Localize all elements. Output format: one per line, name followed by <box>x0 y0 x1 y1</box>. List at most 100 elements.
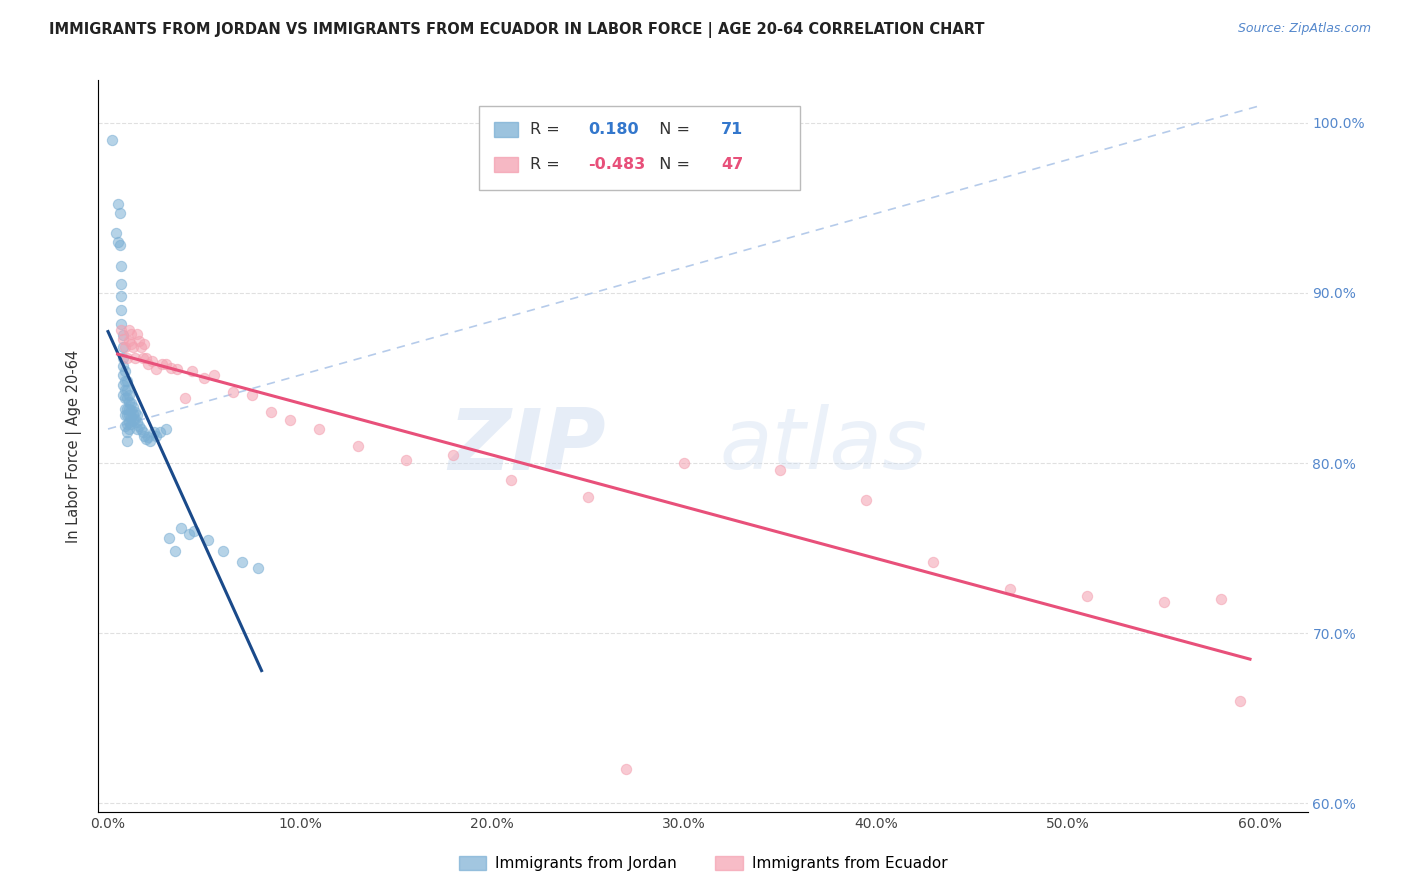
Point <box>160 360 183 375</box>
Point <box>346 439 368 453</box>
Point <box>308 422 330 436</box>
Y-axis label: In Labor Force | Age 20-64: In Labor Force | Age 20-64 <box>66 350 83 542</box>
Point <box>443 448 465 462</box>
Point <box>114 401 136 416</box>
Point <box>240 388 263 402</box>
Text: R =: R = <box>530 157 565 172</box>
Point <box>145 362 167 376</box>
Point <box>118 401 141 416</box>
Point <box>114 418 136 433</box>
Point <box>128 418 150 433</box>
Point <box>112 340 135 354</box>
FancyBboxPatch shape <box>479 106 800 190</box>
Point <box>120 337 142 351</box>
Text: R =: R = <box>530 122 565 136</box>
Point <box>120 417 142 431</box>
Point <box>125 415 148 429</box>
Point <box>122 340 145 354</box>
Point <box>115 425 138 440</box>
Point <box>614 762 637 776</box>
Point <box>122 400 145 414</box>
Point <box>118 388 141 402</box>
Point <box>112 368 135 382</box>
Point <box>124 351 146 365</box>
Point <box>107 197 129 211</box>
Point <box>1153 595 1175 609</box>
Text: Source: ZipAtlas.com: Source: ZipAtlas.com <box>1237 22 1371 36</box>
Point <box>115 392 138 406</box>
Point <box>110 302 132 317</box>
Text: ZIP: ZIP <box>449 404 606 488</box>
Point <box>155 422 177 436</box>
Point <box>122 413 145 427</box>
Point <box>112 377 135 392</box>
Point <box>118 422 141 436</box>
Point <box>114 409 136 423</box>
Legend: Immigrants from Jordan, Immigrants from Ecuador: Immigrants from Jordan, Immigrants from … <box>453 850 953 877</box>
Point <box>115 417 138 431</box>
Text: IMMIGRANTS FROM JORDAN VS IMMIGRANTS FROM ECUADOR IN LABOR FORCE | AGE 20-64 COR: IMMIGRANTS FROM JORDAN VS IMMIGRANTS FRO… <box>49 22 984 38</box>
Point <box>139 434 162 448</box>
Point <box>136 357 159 371</box>
Point <box>125 422 148 436</box>
Point <box>998 582 1021 596</box>
Point <box>104 227 127 241</box>
Point <box>118 323 141 337</box>
Point <box>143 425 166 440</box>
Point <box>181 364 204 378</box>
Point <box>231 555 253 569</box>
Point <box>101 133 124 147</box>
Point <box>107 235 129 249</box>
Point <box>672 456 695 470</box>
Point <box>120 410 142 425</box>
Point <box>212 544 235 558</box>
Point <box>114 383 136 397</box>
Point <box>131 425 153 440</box>
Text: 71: 71 <box>721 122 744 136</box>
Point <box>1076 589 1098 603</box>
Point <box>112 388 135 402</box>
Point <box>118 415 141 429</box>
Point <box>120 403 142 417</box>
Point <box>112 359 135 373</box>
Point <box>165 544 187 558</box>
Point <box>114 340 136 354</box>
Point <box>125 326 148 341</box>
Point <box>150 357 173 371</box>
Text: 47: 47 <box>721 157 744 172</box>
Point <box>112 328 135 343</box>
Text: N =: N = <box>648 157 695 172</box>
Point <box>499 473 522 487</box>
Point <box>114 392 136 406</box>
Point <box>112 351 135 365</box>
Point <box>110 289 132 303</box>
Point <box>110 259 132 273</box>
Point <box>202 368 225 382</box>
Point <box>260 405 283 419</box>
Point <box>141 354 163 368</box>
FancyBboxPatch shape <box>494 122 517 136</box>
Point <box>118 394 141 409</box>
Point <box>145 429 167 443</box>
Point <box>120 326 142 341</box>
Point <box>134 429 156 443</box>
Point <box>1229 694 1251 708</box>
Point <box>114 375 136 389</box>
Point <box>1211 592 1233 607</box>
Point <box>394 452 416 467</box>
Point <box>173 392 195 406</box>
Point <box>115 409 138 423</box>
Point <box>120 396 142 410</box>
Point <box>166 362 188 376</box>
Point <box>118 409 141 423</box>
Point <box>108 206 131 220</box>
Text: 0.180: 0.180 <box>588 122 638 136</box>
Point <box>129 422 152 436</box>
Point <box>155 357 177 371</box>
Point <box>769 463 792 477</box>
Point <box>110 323 132 337</box>
Text: -0.483: -0.483 <box>588 157 645 172</box>
Point <box>193 371 215 385</box>
Point <box>855 493 877 508</box>
Point <box>129 340 152 354</box>
